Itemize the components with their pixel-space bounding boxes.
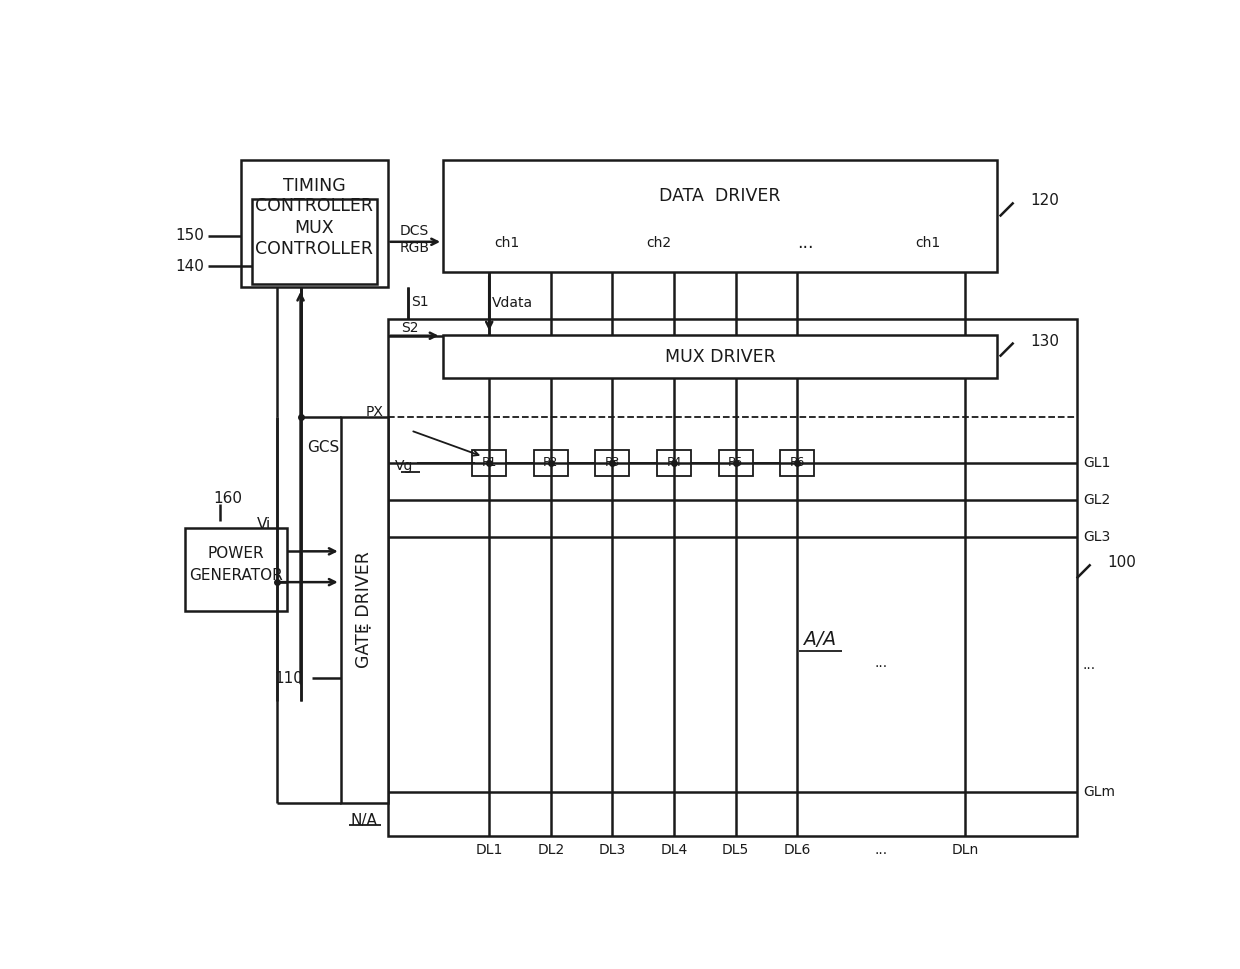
Text: 110: 110 bbox=[274, 671, 303, 686]
Text: GATE DRIVER: GATE DRIVER bbox=[355, 551, 373, 669]
Text: TIMING: TIMING bbox=[283, 176, 346, 195]
Text: GL2: GL2 bbox=[1083, 493, 1110, 507]
Text: 150: 150 bbox=[175, 228, 205, 243]
Text: GL3: GL3 bbox=[1083, 530, 1110, 544]
Text: 100: 100 bbox=[1107, 555, 1136, 571]
Text: 140: 140 bbox=[175, 259, 205, 274]
Bar bbox=[443, 335, 997, 378]
Text: P3: P3 bbox=[605, 456, 620, 469]
Bar bbox=[252, 199, 377, 284]
Bar bbox=[341, 417, 388, 803]
Text: ch1: ch1 bbox=[915, 236, 941, 250]
Bar bbox=[443, 160, 997, 272]
Text: MUX DRIVER: MUX DRIVER bbox=[665, 348, 775, 365]
Text: ...: ... bbox=[356, 615, 372, 634]
Text: 120: 120 bbox=[1030, 194, 1059, 208]
Text: ...: ... bbox=[874, 843, 888, 858]
Text: P6: P6 bbox=[790, 456, 805, 469]
Text: ...: ... bbox=[796, 234, 813, 252]
Text: DL6: DL6 bbox=[784, 843, 811, 858]
Text: GL1: GL1 bbox=[1083, 455, 1110, 470]
Text: P4: P4 bbox=[666, 456, 682, 469]
Text: ...: ... bbox=[874, 656, 888, 670]
Text: Vi: Vi bbox=[257, 516, 272, 532]
Text: Vg: Vg bbox=[396, 459, 414, 473]
Bar bbox=[657, 450, 691, 476]
Bar bbox=[780, 450, 815, 476]
Text: DL5: DL5 bbox=[722, 843, 749, 858]
Text: DATA  DRIVER: DATA DRIVER bbox=[660, 187, 781, 204]
Text: DL2: DL2 bbox=[537, 843, 564, 858]
Text: 130: 130 bbox=[1030, 333, 1059, 349]
Text: GCS: GCS bbox=[306, 440, 339, 454]
Text: S2: S2 bbox=[402, 321, 419, 335]
Text: S1: S1 bbox=[412, 295, 429, 309]
Text: DCS: DCS bbox=[399, 224, 429, 238]
Text: DL3: DL3 bbox=[599, 843, 626, 858]
Text: P2: P2 bbox=[543, 456, 558, 469]
Bar bbox=[472, 450, 506, 476]
Bar bbox=[185, 528, 288, 611]
Text: CONTROLLER: CONTROLLER bbox=[255, 197, 373, 214]
Text: ...: ... bbox=[1083, 658, 1096, 672]
Text: MUX: MUX bbox=[295, 219, 335, 237]
Text: GENERATOR: GENERATOR bbox=[190, 568, 283, 582]
Bar bbox=[388, 319, 1076, 836]
Text: POWER: POWER bbox=[208, 547, 264, 561]
Text: GLm: GLm bbox=[1083, 785, 1115, 799]
Bar bbox=[719, 450, 753, 476]
Text: RGB: RGB bbox=[399, 241, 430, 255]
Text: Vdata: Vdata bbox=[491, 297, 533, 310]
Text: N/A: N/A bbox=[351, 813, 377, 828]
Text: DLn: DLn bbox=[951, 843, 978, 858]
Bar bbox=[242, 160, 388, 287]
Text: A/A: A/A bbox=[805, 631, 836, 649]
Text: P1: P1 bbox=[481, 456, 497, 469]
Bar bbox=[534, 450, 568, 476]
Text: ch2: ch2 bbox=[646, 236, 671, 250]
Bar bbox=[595, 450, 630, 476]
Text: DL4: DL4 bbox=[661, 843, 688, 858]
Text: PX: PX bbox=[366, 405, 383, 419]
Text: CONTROLLER: CONTROLLER bbox=[255, 239, 373, 258]
Text: 160: 160 bbox=[213, 491, 243, 507]
Text: ch1: ch1 bbox=[495, 236, 520, 250]
Text: DL1: DL1 bbox=[475, 843, 503, 858]
Text: P5: P5 bbox=[728, 456, 743, 469]
